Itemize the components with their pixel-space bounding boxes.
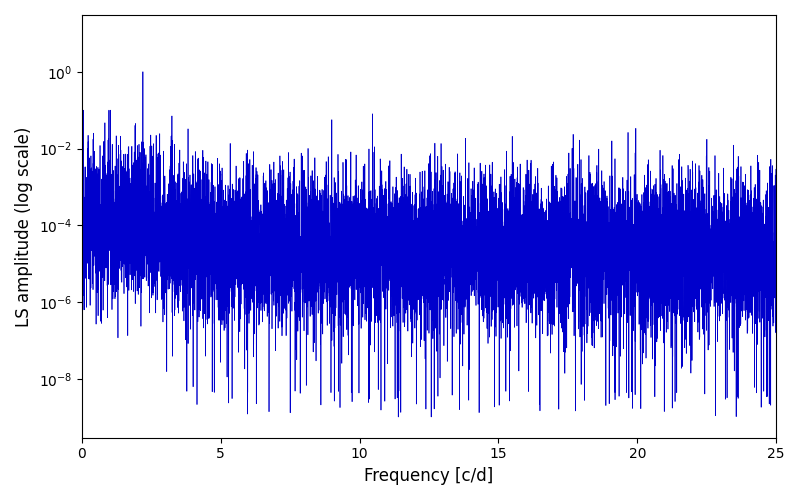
- Y-axis label: LS amplitude (log scale): LS amplitude (log scale): [15, 126, 33, 326]
- X-axis label: Frequency [c/d]: Frequency [c/d]: [364, 467, 494, 485]
